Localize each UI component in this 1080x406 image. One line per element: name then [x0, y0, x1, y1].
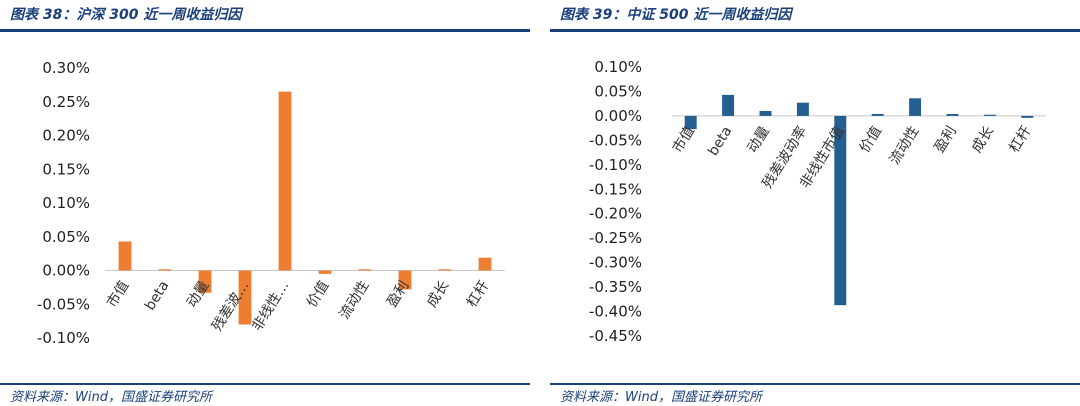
- bar: [118, 241, 132, 271]
- bar: [318, 270, 332, 274]
- y-tick-label: -0.10%: [589, 156, 642, 174]
- bar: [478, 257, 492, 271]
- bar: [946, 113, 959, 116]
- bar: [238, 270, 252, 325]
- y-tick-label: -0.25%: [589, 229, 642, 247]
- bar: [834, 115, 847, 306]
- bar: [358, 269, 372, 271]
- bar: [278, 91, 292, 271]
- chart-source: 资料来源：Wind，国盛证券研究所: [560, 390, 762, 405]
- y-tick-label: 0.00%: [594, 107, 642, 125]
- bar: [759, 111, 772, 116]
- category-label: 流动性: [887, 124, 923, 168]
- bar: [198, 270, 212, 293]
- y-tick-label: -0.05%: [589, 131, 642, 149]
- bar: [1021, 115, 1034, 118]
- source-rule: [0, 383, 530, 385]
- category-label: 杠杆: [464, 278, 492, 310]
- chart-source: 资料来源：Wind，国盛证券研究所: [10, 390, 212, 405]
- category-label: 成长: [424, 278, 452, 310]
- y-tick-label: -0.20%: [589, 205, 642, 223]
- y-tick-label: 0.15%: [42, 160, 90, 178]
- title-rule: [550, 29, 1080, 32]
- y-tick-label: -0.30%: [589, 254, 642, 272]
- category-label: beta: [705, 124, 735, 159]
- chart-title: 图表 38：沪深 300 近一周收益归因: [10, 7, 242, 23]
- y-tick-label: 0.00%: [42, 262, 90, 280]
- category-label: 价值: [304, 278, 332, 310]
- category-label: 盈利: [931, 124, 959, 156]
- chart-title: 图表 39：中证 500 近一周收益归因: [560, 7, 792, 23]
- bar: [398, 270, 412, 290]
- bar: [684, 115, 697, 130]
- y-tick-label: 0.30%: [42, 59, 90, 77]
- y-tick-label: 0.05%: [594, 82, 642, 100]
- category-label: 市值: [103, 278, 132, 311]
- y-tick-label: 0.20%: [42, 127, 90, 145]
- y-tick-label: -0.05%: [37, 295, 90, 313]
- source-rule: [550, 383, 1080, 385]
- category-label: 流动性: [337, 278, 373, 322]
- y-tick-label: 0.05%: [42, 228, 90, 246]
- y-tick-label: -0.35%: [589, 278, 642, 296]
- bar: [438, 269, 452, 271]
- y-tick-label: -0.45%: [589, 327, 642, 345]
- bar: [158, 269, 172, 271]
- y-tick-label: -0.15%: [589, 180, 642, 198]
- y-tick-label: 0.10%: [594, 58, 642, 76]
- category-label: 动量: [744, 124, 772, 156]
- y-tick-label: -0.40%: [589, 303, 642, 321]
- category-label: 非线性…: [249, 278, 292, 334]
- title-rule: [0, 29, 530, 32]
- bar-chart-hs300: 0.30% 0.25% 0.20% 0.15% 0.10% 0.05% 0.00% -0.05…: [37, 59, 505, 347]
- y-tick-label: 0.10%: [42, 194, 90, 212]
- category-label: 价值: [857, 124, 885, 156]
- category-label: beta: [142, 278, 172, 313]
- bar: [796, 102, 809, 116]
- chart-panel-hs300: 图表 38：沪深 300 近一周收益归因 0.30% 0.25% 0.20% 0.15…: [0, 0, 530, 406]
- bar: [871, 113, 884, 116]
- chart-panel-csi500: 图表 39：中证 500 近一周收益归因 0.10% 0.05% 0.00% -0.0…: [550, 0, 1080, 406]
- bar: [983, 114, 996, 116]
- bar-chart-csi500: 0.10% 0.05% 0.00% -0.05% -0.10% -0.15% -0.20% -…: [589, 58, 1046, 345]
- bar: [722, 94, 735, 116]
- category-label: 杠杆: [1006, 124, 1034, 156]
- bar: [909, 98, 922, 116]
- y-tick-label: -0.10%: [37, 329, 90, 347]
- category-label: 成长: [969, 124, 997, 156]
- y-tick-label: 0.25%: [42, 93, 90, 111]
